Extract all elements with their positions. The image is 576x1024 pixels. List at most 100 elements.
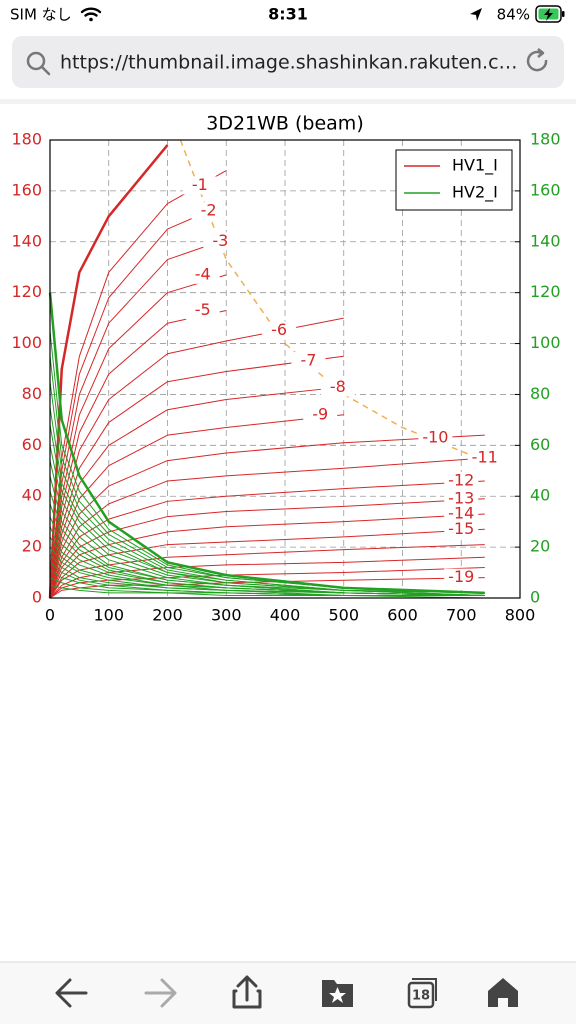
x-tick-label: 200 <box>152 606 183 625</box>
url[interactable]: https://thumbnail.image.shashinkan.rakut… <box>60 52 518 74</box>
curve-label-bg <box>203 232 238 251</box>
curve-label: -7 <box>301 350 317 369</box>
clock: 8:31 <box>268 5 308 24</box>
y-tick-label: 100 <box>11 333 42 352</box>
chart: 3D21WB (beam) 0 100 200 300 400 500 600 700 8000… <box>11 113 560 625</box>
x-tick-label: 800 <box>505 606 536 625</box>
home-button[interactable] <box>488 978 518 1007</box>
hv1-curve <box>49 355 344 599</box>
curve-label-bg <box>444 568 479 587</box>
hv2-curve <box>49 356 485 594</box>
curve-label-bg <box>291 351 326 370</box>
hv2-curve <box>49 584 485 599</box>
x-tick-label: 400 <box>270 606 301 625</box>
tabs-button[interactable]: 18 <box>407 978 437 1009</box>
address-bar[interactable]: https://thumbnail.image.shashinkan.rakut… <box>12 36 564 88</box>
curve-label-bg <box>320 378 355 397</box>
y2-tick-label: 140 <box>530 231 561 250</box>
y-tick-label: 160 <box>11 180 42 199</box>
search-icon <box>26 51 51 76</box>
y-tick-label: 60 <box>22 435 42 454</box>
curve-label: -1 <box>192 175 208 194</box>
carrier: SIM なし <box>10 6 72 24</box>
curve-label: -5 <box>195 300 211 319</box>
hv1-curve <box>48 144 169 599</box>
curve-label: -2 <box>201 201 217 220</box>
hv1-curve <box>49 457 485 599</box>
tab-count: 18 <box>412 989 430 1004</box>
curve-label: -13 <box>448 488 474 507</box>
hv1-curve <box>49 480 485 599</box>
hv1-curve <box>49 434 485 599</box>
curve-label: -11 <box>472 448 498 467</box>
status-bar: SIM なし 8:31 84% <box>10 5 565 24</box>
hv1-curve <box>49 566 485 599</box>
curve-label: -6 <box>271 320 287 339</box>
x-tick-label: 100 <box>93 606 124 625</box>
y-tick-label: 120 <box>11 282 42 301</box>
curve-label-bg <box>185 301 220 320</box>
curve-label: -9 <box>312 404 328 423</box>
legend-label: HV2_I <box>452 183 498 203</box>
curve-label: -12 <box>448 470 474 489</box>
hv2-curve <box>49 460 485 596</box>
curve-label-bg <box>418 428 453 447</box>
y-tick-label: 140 <box>11 231 42 250</box>
hv1-curve <box>49 528 485 599</box>
legend-label: HV1_I <box>452 156 498 176</box>
curve-label-bg <box>444 471 479 490</box>
curve-label: -8 <box>330 377 346 396</box>
toolbar: 18 <box>0 961 576 1024</box>
battery-icon <box>535 5 565 23</box>
back-button[interactable] <box>55 978 88 1008</box>
y2-tick-label: 60 <box>530 435 550 454</box>
y-tick-label: 180 <box>11 130 42 149</box>
reload-button[interactable] <box>526 48 548 72</box>
x-tick-label: 500 <box>328 606 359 625</box>
hv2-curve <box>49 546 485 596</box>
y-tick-label: 40 <box>22 486 42 505</box>
wifi-icon <box>80 7 102 22</box>
curve-label: -3 <box>212 231 228 250</box>
curve-label: -4 <box>195 264 211 283</box>
y2-tick-label: 40 <box>530 486 550 505</box>
address-field[interactable] <box>12 36 564 88</box>
y2-tick-label: 20 <box>530 537 550 556</box>
curve-label-bg <box>444 489 479 508</box>
bookmarks-button[interactable] <box>322 980 353 1007</box>
curve-label: -14 <box>448 504 474 523</box>
curve-label: -19 <box>448 567 474 586</box>
y2-tick-label: 160 <box>530 180 561 199</box>
curve-label-bg <box>444 520 479 539</box>
curve-label-bg <box>191 202 226 221</box>
y2-tick-label: 120 <box>530 282 561 301</box>
x-tick-label: 600 <box>387 606 418 625</box>
share-button[interactable] <box>232 975 262 1009</box>
hv1-curve <box>49 317 344 599</box>
legend-box <box>395 149 513 211</box>
curve-label-bg <box>444 505 479 524</box>
y2-tick-label: 180 <box>530 130 561 149</box>
separator <box>0 99 576 104</box>
hv1-curve <box>49 414 344 599</box>
battery-level: 84% <box>497 6 530 24</box>
y-tick-label: 20 <box>22 537 42 556</box>
chart-title: 3D21WB (beam) <box>206 113 363 135</box>
y2-tick-label: 80 <box>530 384 550 403</box>
y2-tick-label: 0 <box>530 588 540 607</box>
forward-button[interactable] <box>144 978 177 1008</box>
curve-label-bg <box>185 265 220 284</box>
plot-frame <box>49 139 521 599</box>
curve-label-bg <box>262 321 297 340</box>
hv1-curve <box>49 386 344 599</box>
toolbar-bg <box>0 962 576 1024</box>
x-tick-label: 300 <box>211 606 242 625</box>
x-tick-label: 700 <box>446 606 477 625</box>
location-icon <box>470 8 482 21</box>
x-tick-label: 0 <box>45 606 55 625</box>
y-tick-label: 0 <box>32 588 42 607</box>
y2-tick-label: 100 <box>530 333 561 352</box>
curve-label-bg <box>303 405 338 424</box>
